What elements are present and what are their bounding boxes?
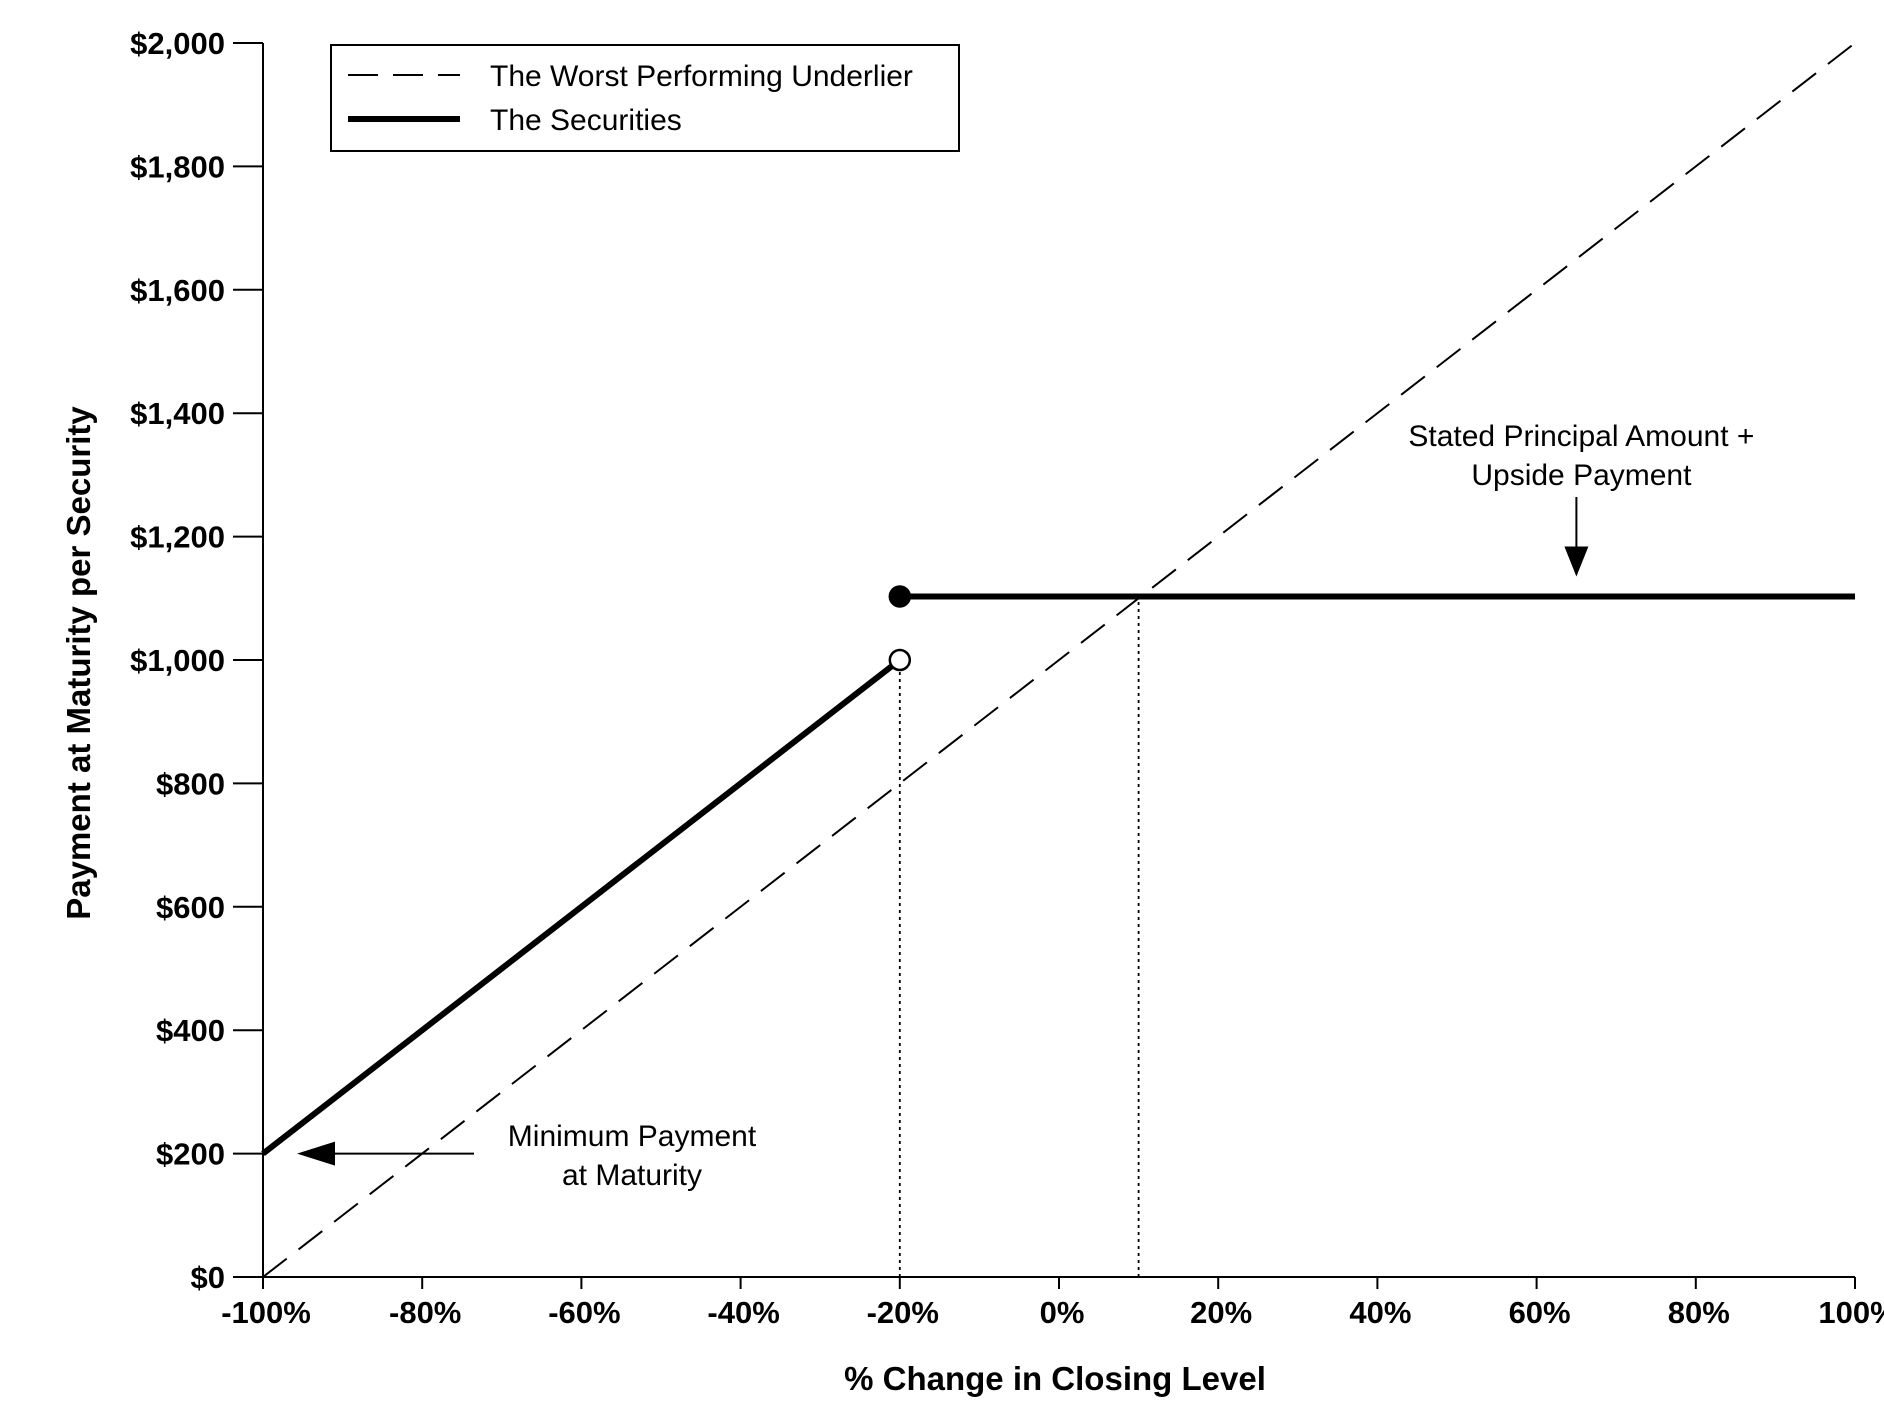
y-tick-label: $600 — [156, 890, 225, 925]
annotations: Stated Principal Amount + Upside Payment M… — [297, 420, 1754, 1192]
y-tick-label: $1,800 — [130, 149, 225, 184]
y-tick-label: $200 — [156, 1137, 225, 1172]
legend-box — [330, 44, 960, 152]
x-tick-label: 100% — [1818, 1295, 1884, 1330]
y-tick-label: $1,600 — [130, 273, 225, 308]
x-tick-label: -80% — [389, 1295, 461, 1330]
y-tick-label: $2,000 — [130, 26, 225, 61]
legend-label-underlier: The Worst Performing Underlier — [490, 60, 913, 93]
series — [261, 42, 1856, 1278]
annotation-text-upside: Upside Payment — [1471, 459, 1692, 492]
open-endpoint-marker — [888, 648, 912, 672]
x-axis-title: % Change in Closing Level — [844, 1360, 1266, 1397]
x-tick-label: -60% — [548, 1295, 620, 1330]
y-tick-label: $1,200 — [130, 520, 225, 555]
reference-lines — [898, 596, 1140, 1277]
y-tick-label: $400 — [156, 1013, 225, 1048]
legend-label-securities: The Securities — [490, 104, 682, 137]
y-tick-label: $1,400 — [130, 396, 225, 431]
filled-endpoint-marker — [888, 585, 912, 608]
y-tick-label: $800 — [156, 766, 225, 801]
annotation-text-minimum: at Maturity — [562, 1159, 702, 1192]
x-tick-label: -40% — [707, 1295, 779, 1330]
x-tick-label: 40% — [1349, 1295, 1411, 1330]
annotation-text-upside: Stated Principal Amount + — [1408, 420, 1754, 453]
x-tick-label: -20% — [867, 1295, 939, 1330]
y-tick-label: $0 — [191, 1260, 225, 1295]
y-tick-label: $1,000 — [130, 643, 225, 678]
ticks: $0 $200 $400 $600 $800 $1,000 $1,200 $1,400 $1,6… — [130, 26, 1884, 1330]
securities-line-lower — [261, 657, 902, 1156]
x-tick-label: 0% — [1040, 1295, 1085, 1330]
left-arrow-icon — [297, 1141, 335, 1166]
x-tick-label: -100% — [221, 1295, 311, 1330]
x-tick-label: 60% — [1509, 1295, 1571, 1330]
underlier-dashed-line — [262, 42, 1856, 1278]
down-arrow-icon — [1564, 546, 1589, 577]
legend: The Worst Performing Underlier The Secur… — [330, 44, 960, 152]
annotation-text-minimum: Minimum Payment — [508, 1120, 757, 1153]
x-tick-label: 80% — [1668, 1295, 1730, 1330]
x-tick-label: 20% — [1190, 1295, 1252, 1330]
y-axis-title: Payment at Maturity per Security — [60, 406, 97, 920]
